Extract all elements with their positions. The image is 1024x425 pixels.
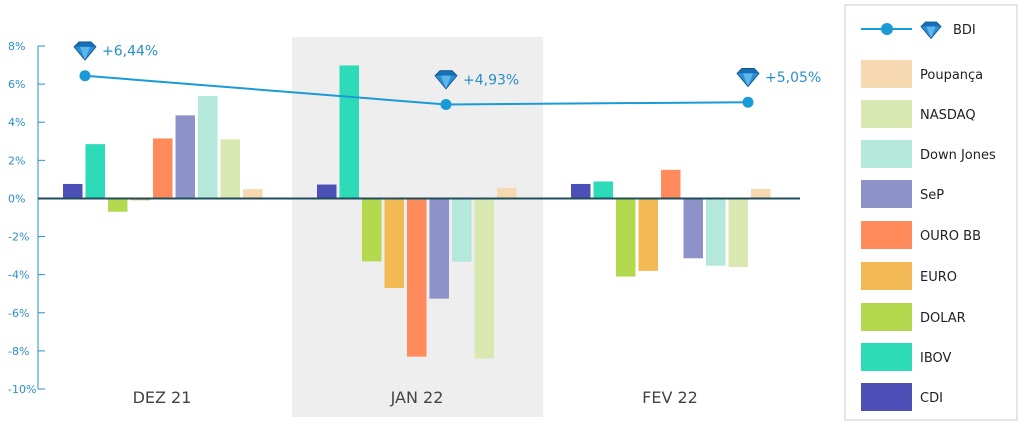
legend-label: EURO [920,270,957,285]
bar-euro-1 [384,198,404,289]
legend-label: IBOV [920,351,952,366]
legend: BDI Poupança NASDAQ Down Jones SeP OURO BB EUR… [844,4,1018,421]
bdi-point [79,70,91,82]
bar-poupan-a-2 [751,188,771,199]
bar-sep-1 [429,198,449,299]
bar-ibov-2 [593,181,613,199]
legend-label: SeP [920,188,944,203]
category-label: JAN 22 [390,388,444,407]
bdi-diamond-icon [736,68,760,88]
bdi-diamond-icon [434,70,458,90]
legend-label: Poupança [920,68,983,83]
bar-nasdaq-2 [728,198,748,268]
legend-label: DOLAR [920,311,966,326]
y-tick-label: -4% [8,269,29,282]
y-tick-label: -2% [8,231,29,244]
category-labels: DEZ 21 JAN 22 FEV 22 [133,388,698,407]
bar-dolar-0 [108,198,128,212]
bdi-value-label: +4,93% [463,73,519,89]
y-tick-label: 8% [8,40,25,53]
bar-ibov-0 [85,144,105,199]
bar-cdi-2 [571,183,591,199]
bar-poupan-a-0 [243,189,263,199]
bar-down-jones-1 [452,198,472,262]
bar-poupan-a-1 [497,187,517,199]
legend-entry-cdi: CDI [861,383,943,411]
legend-entry-ouro-bb: OURO BB [861,221,981,249]
y-tick-label: 2% [8,154,25,167]
y-tick-label: 4% [8,116,25,129]
legend-entry-sep: SeP [861,180,944,208]
legend-label: Down Jones [920,148,996,163]
y-tick-label: -6% [8,307,29,320]
bar-ouro-bb-2 [661,169,681,199]
legend-entry-nasdaq: NASDAQ [861,100,976,128]
bar-sep-0 [175,115,195,199]
y-tick-label: -8% [8,345,29,358]
bar-nasdaq-0 [220,139,240,199]
bar-ouro-bb-1 [407,198,427,357]
bar-cdi-1 [317,184,337,199]
legend-entry-ibov: IBOV [861,343,952,371]
legend-entry-down-jones: Down Jones [861,140,996,168]
bdi-point [440,99,452,111]
legend-label: OURO BB [920,229,981,244]
bdi-value-label: +6,44% [102,44,158,60]
y-tick-label: 6% [8,78,25,91]
bar-down-jones-0 [198,95,218,199]
bar-dolar-1 [362,198,382,262]
bar-cdi-0 [63,183,83,199]
bdi-line: +6,44% +4,93% +5,05% [73,41,821,111]
bar-nasdaq-1 [474,198,494,359]
legend-entry-euro: EURO [861,262,957,290]
legend-entry-bdi: BDI [861,21,976,40]
legend-label: NASDAQ [920,108,976,123]
category-label: FEV 22 [642,388,698,407]
bar-sep-2 [683,198,703,259]
bar-ouro-bb-0 [153,138,173,199]
bar-dolar-2 [616,198,636,277]
y-axis: 8% 6% 4% 2% 0% -2% -4% -6% -8% -10% [8,40,45,396]
bdi-diamond-icon [920,21,942,40]
bdi-diamond-icon [73,41,97,61]
bar-ibov-1 [339,65,359,199]
bars [63,65,771,359]
category-label: DEZ 21 [133,388,192,407]
bdi-value-label: +5,05% [765,70,821,86]
bdi-point [742,96,754,108]
y-tick-label: 0% [8,192,25,205]
y-tick-label: -10% [8,383,36,396]
bar-down-jones-2 [706,198,726,266]
bar-euro-2 [638,198,658,271]
legend-entry-dolar: DOLAR [861,303,966,331]
legend-label: BDI [953,23,976,38]
legend-label: CDI [920,391,943,406]
legend-entry-poupan-a: Poupança [861,60,983,88]
